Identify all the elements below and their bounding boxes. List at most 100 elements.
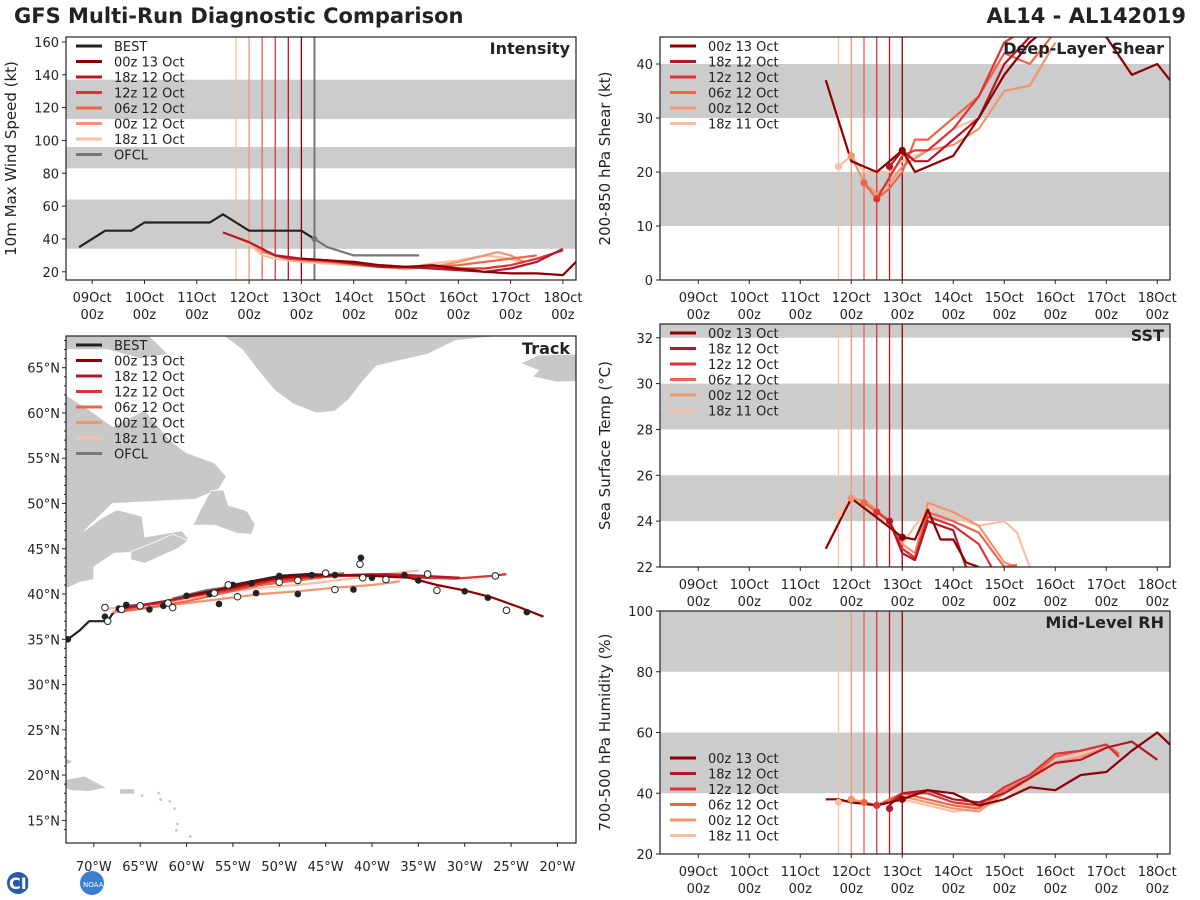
shear-legend-label: 06z 12 Oct	[708, 87, 779, 102]
sst-xtick-label: 00z	[738, 595, 762, 610]
shear-frame	[659, 36, 1171, 281]
track-xtick-label: 50°W	[261, 860, 297, 875]
shear-xtick-label: 14Oct	[934, 291, 973, 306]
sst-series-00z-12-oct	[851, 497, 1018, 567]
intensity-series-00z-13-oct	[301, 257, 576, 277]
sst-xtick-label: 09Oct	[679, 578, 718, 593]
sst-legend-label: 00z 12 Oct	[708, 389, 779, 404]
sst-xtick-label: 00z	[789, 595, 813, 610]
sst-xtick-label: 14Oct	[934, 578, 973, 593]
rh-xtick-label: 00z	[789, 882, 813, 897]
intensity-xtick-label: 12Oct	[230, 291, 269, 306]
sst-title: SST	[1131, 326, 1164, 345]
rh-legend-label: 00z 13 Oct	[708, 752, 779, 767]
rh-band	[660, 732, 1170, 794]
intensity-xtick-label: 00z	[290, 308, 314, 323]
intensity-ytick-label: 100	[34, 134, 59, 149]
intensity-series-best	[78, 213, 316, 249]
track-position-dot-open	[502, 606, 511, 615]
sst-xtick-label: 00z	[1095, 595, 1119, 610]
track-position-dot	[294, 590, 302, 598]
intensity-band	[66, 79, 576, 120]
rh-legend-label: 18z 11 Oct	[708, 830, 779, 845]
rh-band	[660, 611, 1170, 672]
shear-ylabel: 200-850 hPa Shear (kt)	[596, 72, 614, 246]
track-position-dot	[252, 589, 260, 597]
track-series-00z-13-oct	[186, 573, 544, 618]
rh-xtick-label: 00z	[1095, 882, 1119, 897]
track-ytick-label: 35°N	[27, 633, 60, 648]
track-position-dot-open	[423, 570, 432, 578]
rh-xtick-label: 12Oct	[832, 865, 871, 880]
shear-xtick-label: 00z	[738, 308, 762, 323]
sst-ytick-label: 24	[636, 515, 653, 530]
rh-title: Mid-Level RH	[1045, 613, 1164, 632]
sst-xtick-label: 10Oct	[730, 578, 769, 593]
sst-band	[660, 324, 1170, 338]
sst-xtick-label: 00z	[942, 595, 966, 610]
sst-legend-label: 06z 12 Oct	[708, 374, 779, 389]
sst-xtick-label: 00z	[891, 595, 915, 610]
shear-legend-label: 18z 12 Oct	[708, 56, 779, 71]
track-position-dot	[66, 635, 72, 643]
shear-ytick-label: 30	[636, 112, 653, 127]
track-xtick-label: 55°W	[215, 860, 251, 875]
land-baffin-island	[66, 336, 169, 360]
shear-xtick-label: 00z	[1095, 308, 1119, 323]
intensity-xtick-label: 00z	[237, 308, 261, 323]
rh-xtick-label: 11Oct	[781, 865, 820, 880]
sst-series-18z-12-oct	[888, 520, 968, 567]
intensity-xtick-label: 00z	[394, 308, 418, 323]
shear-xtick-label: 00z	[1146, 308, 1170, 323]
rh-xtick-label: 00z	[993, 882, 1017, 897]
intensity-title: Intensity	[490, 39, 571, 58]
sst-xtick-label: 00z	[687, 595, 711, 610]
intensity-series-ofcl	[313, 238, 420, 257]
intensity-band	[66, 199, 576, 249]
intensity-current-point	[311, 235, 318, 242]
track-xtick-label: 25°W	[493, 860, 529, 875]
intensity-ytick-label: 20	[42, 266, 59, 281]
rh-xtick-label: 14Oct	[934, 865, 973, 880]
sst-ytick-label: 26	[636, 469, 653, 484]
cira-logo: CIRA NOAA	[7, 871, 104, 895]
land-small-island	[140, 794, 144, 797]
rh-xtick-label: 00z	[738, 882, 762, 897]
shear-init-marker	[847, 152, 855, 160]
track-position-dot-open	[101, 603, 109, 612]
rh-xtick-label: 00z	[891, 882, 915, 897]
sst-ytick-label: 22	[636, 561, 653, 576]
land-small-island	[171, 845, 174, 848]
sst-xtick-label: 00z	[1044, 595, 1068, 610]
intensity-xtick-label: 00z	[185, 308, 209, 323]
track-position-dot-open	[356, 560, 364, 568]
shear-init-marker	[834, 163, 843, 171]
track-position-dot	[183, 592, 190, 600]
track-position-dot	[401, 571, 408, 579]
land-small-island	[174, 828, 178, 832]
rh-ytick-label: 40	[636, 787, 653, 802]
intensity-xtick-label: 13Oct	[282, 291, 321, 306]
track-frame	[65, 335, 577, 844]
intensity-legend-label: 00z 12 Oct	[114, 118, 185, 133]
track-ytick-label: 20°N	[27, 769, 60, 784]
logo-text: CIRA	[9, 874, 52, 893]
shear-xtick-label: 12Oct	[832, 291, 871, 306]
intensity-band	[66, 147, 576, 169]
track-legend-label: 12z 12 Oct	[114, 386, 185, 401]
intensity-legend-label: 00z 13 Oct	[114, 56, 185, 71]
sst-init-marker	[834, 510, 843, 518]
land-small-island	[175, 822, 179, 826]
shear-xtick-label: 00z	[840, 308, 864, 323]
land-north-america	[66, 394, 227, 590]
shear-legend-label: 00z 13 Oct	[708, 40, 779, 55]
track-position-dot	[275, 572, 283, 580]
shear-xtick-label: 11Oct	[781, 291, 820, 306]
sst-xtick-label: 17Oct	[1087, 578, 1126, 593]
rh-init-marker	[898, 795, 906, 803]
shear-xtick-label: 00z	[993, 308, 1017, 323]
rh-init-marker	[885, 804, 894, 813]
land-bahamas	[66, 758, 74, 765]
sst-ylabel: Sea Surface Temp (°C)	[596, 361, 614, 530]
